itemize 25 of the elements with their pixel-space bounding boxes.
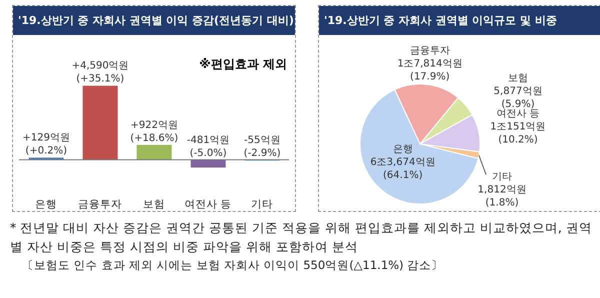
x-tick-label: 금융투자 (78, 198, 122, 210)
text: * 전년말 대비 자산 증감은 권역간 공통된 기준 적용을 위해 편입효과를 제외하고 비교하였으며, 권역별 자산 비중은 특정 시점의 비중 파악을 위해 포함하여 분석 (10, 219, 593, 256)
text: ※편입효과 제외 (199, 56, 287, 73)
data-label: +4,590억원 (+35.1%) (72, 60, 129, 85)
data-label: 5,877억원 (5.9%) (494, 86, 542, 110)
data-label: 1,812억원 (1.8%) (478, 184, 526, 209)
slice-label: 여전사 등 (496, 108, 540, 120)
x-tick-label: 은행 (35, 198, 57, 210)
x-tick-label: 보험 (143, 198, 165, 210)
data-label: 1조7,814억원 (17.9%) (397, 58, 462, 83)
x-tick-label: 기타 (251, 198, 273, 210)
data-label: -55억원 (-2.9%) (244, 134, 281, 159)
slice-label: 금융투자 (410, 46, 450, 57)
chart-title: '19.상반기 중 자회사 권역별 이익 증감(전년동기 대비) (13, 6, 295, 35)
x-tick-label: 여전사 등 (184, 198, 232, 210)
data-label: +922억원 (+18.6%) (130, 120, 178, 144)
slice-label: 기타 (492, 172, 512, 183)
chart-title: '19.상반기 중 자회사 권역별 이익규모 및 비중 (319, 6, 600, 35)
data-label: +129억원 (+0.2%) (22, 132, 70, 157)
data-label: 6조3,674억원 (64.1%) (370, 156, 436, 181)
data-label: 1조151억원 (10.2%) (490, 121, 546, 146)
text: 〔보험도 인수 효과 제외 시에는 보험 자회사 이익이 550억원(△11.1%) 감소〕 (21, 257, 444, 274)
slice-label: 은행 (392, 144, 413, 155)
data-label: -481억원 (-5.0%) (186, 134, 230, 159)
slice-label: 보험 (508, 73, 528, 84)
